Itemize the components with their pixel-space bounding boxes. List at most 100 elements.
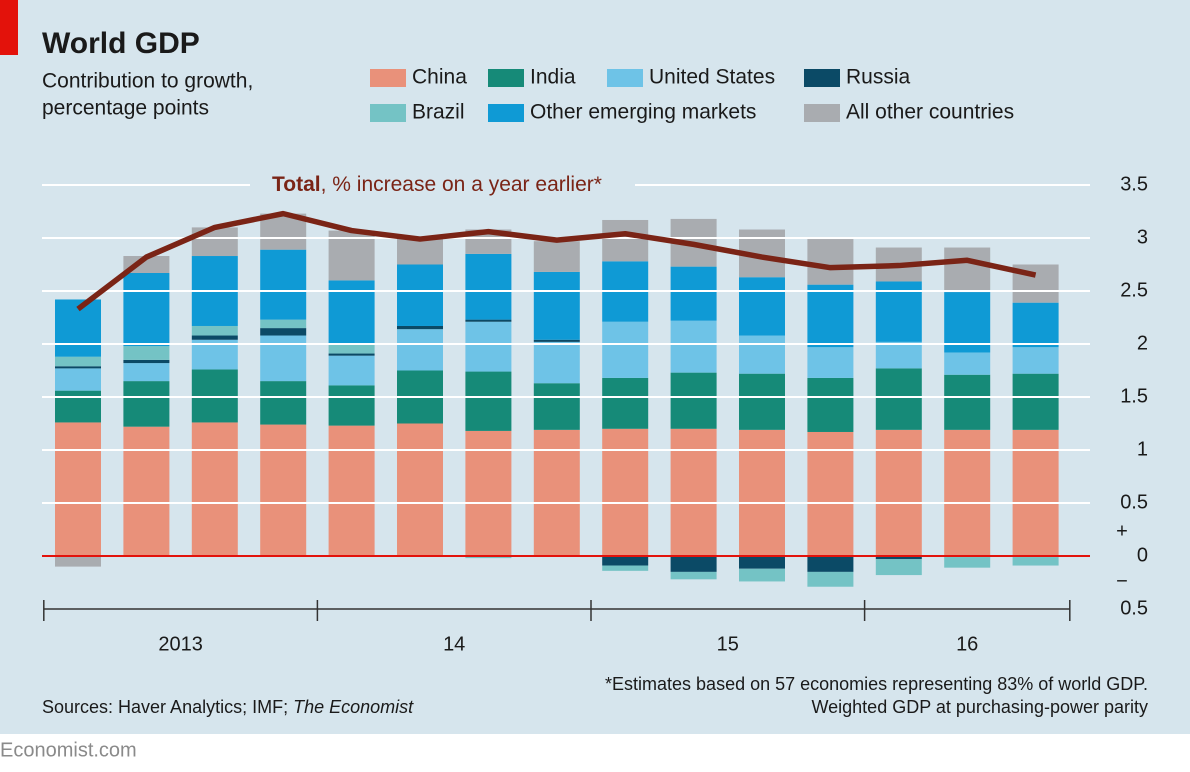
bar-segment: [944, 374, 991, 430]
bar-segment: [944, 247, 991, 293]
bar-segment: [1012, 373, 1059, 430]
bar-segment: [123, 381, 170, 427]
bar-segment: [533, 241, 580, 272]
label-bg: [250, 171, 635, 199]
subtitle: percentage points: [42, 97, 209, 120]
y-tick-label: 3: [1137, 226, 1148, 248]
y-tick-label: 3.5: [1120, 173, 1148, 195]
bar-segment: [739, 568, 785, 582]
bar-segment: [533, 341, 580, 384]
bar-segment: [602, 428, 649, 556]
source: Sources: Haver Analytics; IMF; The Econom…: [42, 697, 414, 717]
y-tick-label: 1.5: [1120, 385, 1148, 407]
bar-segment: [807, 556, 854, 572]
axis-sign: −: [1116, 570, 1128, 592]
bar-segment: [670, 556, 717, 572]
bar-segment: [55, 556, 101, 567]
y-tick-label: 0.5: [1120, 491, 1148, 513]
bar-segment: [465, 371, 512, 431]
line-name: Total: [272, 173, 321, 196]
bar-segment: [944, 292, 991, 353]
bar-segment: [55, 356, 101, 367]
bar-segment: [739, 277, 785, 336]
bar-segment: [670, 320, 717, 373]
bar-segment: [533, 339, 580, 342]
bar-segment: [1012, 557, 1059, 566]
bar-segment: [55, 366, 101, 369]
bar-segment: [670, 266, 717, 321]
red-tab: [0, 0, 18, 55]
legend-label: Brazil: [412, 101, 465, 124]
bar-segment: [465, 319, 512, 322]
bar-segment: [55, 299, 101, 357]
bar-segment: [55, 368, 101, 391]
bar-segment: [191, 369, 238, 423]
legend-label: India: [530, 66, 576, 89]
bar-segment: [602, 377, 649, 429]
year-label: 15: [717, 633, 739, 655]
y-tick-label: 2.5: [1120, 279, 1148, 301]
bar-segment: [670, 428, 717, 556]
footnote: Weighted GDP at purchasing-power parity: [811, 697, 1148, 717]
line-label: Total, % increase on a year earlier*: [272, 173, 602, 196]
subtitle: Contribution to growth,: [42, 70, 253, 93]
bar-segment: [670, 372, 717, 429]
y-tick-label: 0: [1137, 544, 1148, 566]
legend-swatch: [488, 69, 524, 87]
bar-segment: [55, 390, 101, 423]
bar-segment: [123, 346, 170, 360]
bar-segment: [123, 426, 170, 556]
brand: Economist.com: [0, 739, 137, 761]
year-label: 14: [443, 633, 465, 655]
line-annotation: , % increase on a year earlier*: [321, 173, 602, 196]
bar-segment: [328, 353, 375, 356]
bar-segment: [1012, 302, 1059, 348]
bar-segment: [397, 264, 443, 326]
bar-segment: [260, 319, 307, 329]
legend-label: All other countries: [846, 101, 1014, 124]
bar-segment: [191, 422, 238, 556]
legend-label: United States: [649, 66, 775, 89]
bar-segment: [328, 425, 375, 556]
bar-segment: [260, 328, 307, 336]
y-tick-label: 0.5: [1120, 597, 1148, 619]
bar-segment: [807, 284, 854, 348]
bar-segment: [944, 352, 991, 375]
bar-segment: [123, 272, 170, 347]
legend-swatch: [804, 69, 840, 87]
bar-segment: [875, 341, 922, 369]
bar-segment: [328, 385, 375, 426]
bar-segment: [465, 556, 512, 559]
bar-segment: [807, 377, 854, 432]
bar-segment: [602, 219, 649, 262]
legend-label: Russia: [846, 66, 911, 89]
bar-segment: [875, 368, 922, 430]
bar-segment: [260, 249, 307, 320]
bar-segment: [533, 383, 580, 430]
legend-swatch: [488, 104, 524, 122]
bar-segment: [602, 556, 649, 566]
source-text: Sources: Haver Analytics; IMF;: [42, 697, 288, 717]
footnote: *Estimates based on 57 economies represe…: [605, 674, 1148, 694]
bar-segment: [533, 429, 580, 556]
bar-segment: [739, 429, 785, 556]
bar-segment: [260, 424, 307, 556]
bar-segment: [739, 556, 785, 569]
bar-segment: [602, 321, 649, 378]
bar-segment: [670, 571, 717, 580]
bar-segment: [465, 253, 512, 320]
bar-segment: [807, 571, 854, 587]
bar-segment: [397, 239, 443, 265]
chart-title: World GDP: [42, 27, 200, 60]
bar-segment: [260, 381, 307, 425]
bar-segment: [1012, 429, 1059, 556]
bar-segment: [875, 429, 922, 556]
bar-segment: [602, 565, 649, 571]
bar-segment: [875, 559, 922, 576]
bar-segment: [397, 423, 443, 556]
legend-label: Other emerging markets: [530, 101, 756, 124]
bar-segment: [397, 325, 443, 330]
bar-segment: [1012, 347, 1059, 374]
